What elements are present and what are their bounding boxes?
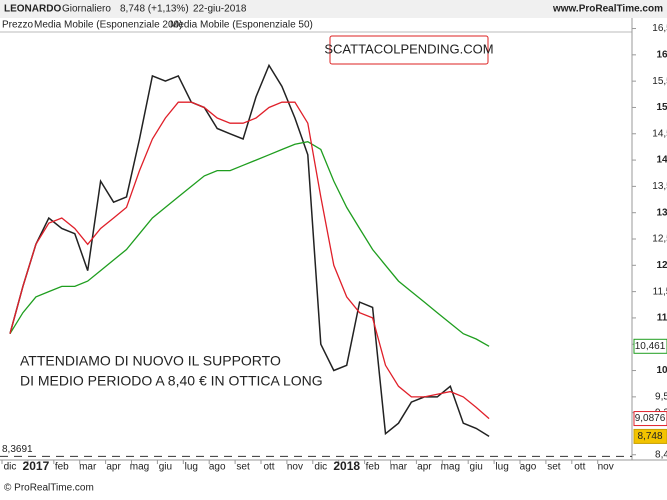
x-tick-label: mar [79,462,97,473]
x-tick-label: giu [470,462,483,473]
x-tick-label: apr [417,462,432,473]
x-tick-label: set [547,462,561,473]
y-tick-label: 13 [656,207,667,218]
legend-entry: Media Mobile (Esponenziale 50) [170,20,313,31]
y-tick-label: 9,5 [655,391,667,402]
x-tick-label: nov [598,462,614,473]
x-tick-label: feb [55,462,69,473]
x-tick-label: mag [130,462,149,473]
annotation-frame [329,35,489,65]
series-line [9,101,490,420]
plot [9,63,490,438]
x-tick-label: ago [209,462,226,473]
x-tick-label: ott [574,462,585,473]
x-tick-label: ago [520,462,537,473]
period: Giornaliero [62,4,111,15]
y-tick-label: 11 [657,313,667,324]
x-tick-label: dic [314,462,327,473]
y-tick-label: 14,5 [652,128,667,139]
x-tick-label: 2017 [23,459,50,473]
y-tick-label: 16,5 [652,23,667,34]
x-tick-label: giu [159,462,172,473]
x-tick-label: mar [390,462,408,473]
date: 22-giu-2018 [193,4,247,15]
quote: 8,748 (+1,13%) [120,4,189,15]
x-tick-label: set [236,462,250,473]
annotation-box: SCATTACOLPENDING.COM [324,41,493,56]
x-tick-label: lug [185,462,198,473]
y-tick-label: 15,5 [652,76,667,87]
x-tick-label: lug [495,462,508,473]
x-tick-label: 2018 [333,459,360,473]
y-tick-label: 8,4 [655,449,667,460]
series-line [9,141,490,347]
last-value-badge [633,411,667,427]
site: www.ProRealTime.com [552,4,663,15]
series-line [9,63,490,438]
last-value-badge [633,338,667,354]
last-value-label: 10,461 [635,341,666,352]
y-tick-label: 11,5 [653,286,667,297]
legend-entry: Prezzo [2,20,34,31]
x-tick-label: apr [106,462,121,473]
x-tick-label: dic [4,462,17,473]
last-value-label: 8,748 [637,431,662,442]
annotation-text: DI MEDIO PERIODO A 8,40 € IN OTTICA LONG [20,373,323,389]
y-tick-label: 14 [656,155,667,166]
footer: © ProRealTime.com [4,483,94,494]
x-tick-label: nov [287,462,303,473]
x-tick-label: mag [441,462,460,473]
y-tick-label: 10 [656,365,667,376]
y-tick-label: 13,5 [652,181,667,192]
legend-entry: Media Mobile (Esponenziale 200) [34,20,182,31]
annotation-text: ATTENDIAMO DI NUOVO IL SUPPORTO [20,353,281,369]
y-tick-label: 15 [656,102,667,113]
x-tick-label: ott [263,462,274,473]
y-tick-label: 16 [656,49,667,60]
last-value-label: 9,0876 [635,413,666,424]
symbol: LEONARDO [4,4,61,15]
last-value-badge [633,428,667,444]
header-bar [0,0,667,18]
y-tick-label: 12 [656,260,667,271]
x-tick-label: feb [366,462,380,473]
support-label: 8,3691 [2,444,33,455]
y-tick-label: 12,5 [652,234,667,245]
legend: Prezzo Media Mobile (Esponenziale 200)Med… [2,20,313,31]
